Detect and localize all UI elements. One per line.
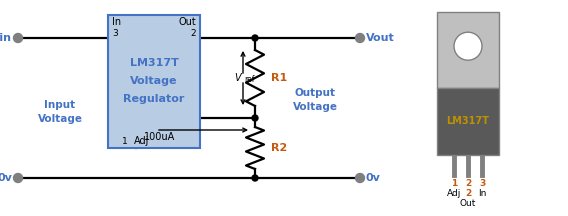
Circle shape <box>252 175 258 181</box>
Text: 1: 1 <box>451 179 457 188</box>
Text: R2: R2 <box>271 143 287 153</box>
Circle shape <box>454 32 482 60</box>
Circle shape <box>356 173 365 183</box>
Text: 0v: 0v <box>0 173 12 183</box>
Bar <box>437 88 499 155</box>
Text: In: In <box>478 189 486 198</box>
Text: Adj: Adj <box>447 189 461 198</box>
Bar <box>437 12 499 88</box>
Text: Out: Out <box>460 199 476 208</box>
Text: 3: 3 <box>479 179 485 188</box>
Text: Input
Voltage: Input Voltage <box>37 100 82 124</box>
Text: 2: 2 <box>465 189 471 198</box>
Text: 2: 2 <box>190 29 196 38</box>
Text: 3: 3 <box>112 29 118 38</box>
Text: V: V <box>235 73 241 83</box>
Bar <box>108 15 200 148</box>
Text: 0v: 0v <box>366 173 381 183</box>
Text: Regulator: Regulator <box>123 95 185 105</box>
Text: Output
Voltage: Output Voltage <box>293 88 337 112</box>
Text: 100uA: 100uA <box>144 132 176 142</box>
Text: LM317T: LM317T <box>130 59 178 68</box>
Circle shape <box>252 115 258 121</box>
Text: Voltage: Voltage <box>130 76 178 86</box>
Circle shape <box>14 173 23 183</box>
Circle shape <box>356 33 365 43</box>
Text: 1: 1 <box>122 137 128 146</box>
Text: R1: R1 <box>271 73 287 83</box>
Text: Vout: Vout <box>366 33 395 43</box>
Text: Out: Out <box>178 17 196 27</box>
Text: LM317T: LM317T <box>446 116 490 127</box>
Text: ref: ref <box>244 76 254 84</box>
Text: In: In <box>112 17 121 27</box>
Text: 2: 2 <box>465 179 471 188</box>
Circle shape <box>14 33 23 43</box>
Text: Adj: Adj <box>134 136 149 146</box>
Text: Vin: Vin <box>0 33 12 43</box>
Circle shape <box>252 35 258 41</box>
